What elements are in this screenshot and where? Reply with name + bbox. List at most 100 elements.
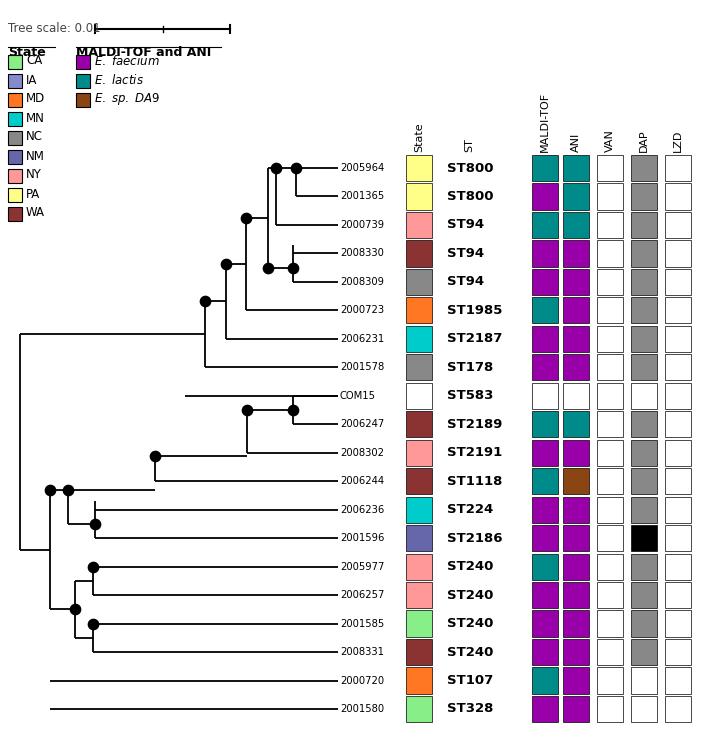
Bar <box>631 496 657 523</box>
Bar <box>631 183 657 210</box>
Bar <box>597 354 623 380</box>
Text: COM15: COM15 <box>340 391 376 401</box>
Bar <box>532 468 558 494</box>
Text: 2006257: 2006257 <box>340 590 384 600</box>
Bar <box>665 582 691 608</box>
Point <box>242 404 253 416</box>
Bar <box>532 155 558 181</box>
Bar <box>631 696 657 722</box>
Bar <box>8 188 22 202</box>
Bar <box>406 298 432 324</box>
Point <box>291 162 302 174</box>
Bar <box>597 411 623 437</box>
Bar <box>631 611 657 637</box>
Text: ST: ST <box>464 138 474 153</box>
Text: 2008309: 2008309 <box>340 277 384 287</box>
Bar <box>406 554 432 580</box>
Text: ST800: ST800 <box>447 161 493 175</box>
Text: ST583: ST583 <box>447 389 493 403</box>
Point <box>262 262 274 274</box>
Text: VAN: VAN <box>605 129 615 153</box>
Text: NM: NM <box>26 150 45 162</box>
Bar <box>406 440 432 466</box>
Bar <box>406 326 432 352</box>
Bar <box>563 212 589 238</box>
Bar <box>631 382 657 409</box>
Text: ST240: ST240 <box>447 617 493 630</box>
Bar <box>597 183 623 210</box>
Text: ANI: ANI <box>571 133 581 153</box>
Bar <box>406 667 432 693</box>
Point <box>287 404 298 416</box>
Bar <box>665 440 691 466</box>
Bar <box>8 93 22 107</box>
Bar <box>8 207 22 221</box>
Text: 2005964: 2005964 <box>340 163 384 173</box>
Bar <box>563 326 589 352</box>
Text: 2005977: 2005977 <box>340 562 384 571</box>
Text: $\it{E.\ faecium}$: $\it{E.\ faecium}$ <box>94 54 159 68</box>
Bar <box>665 667 691 693</box>
Bar <box>532 212 558 238</box>
Bar <box>631 667 657 693</box>
Bar <box>597 525 623 551</box>
Text: ST94: ST94 <box>447 275 484 289</box>
Bar <box>563 468 589 494</box>
Bar <box>406 155 432 181</box>
Bar <box>597 382 623 409</box>
Point <box>89 518 101 530</box>
Bar <box>406 639 432 665</box>
Bar <box>597 298 623 324</box>
Bar <box>532 525 558 551</box>
Bar <box>597 240 623 266</box>
Bar <box>406 269 432 295</box>
Text: ST240: ST240 <box>447 646 493 658</box>
Bar <box>597 468 623 494</box>
Bar <box>563 354 589 380</box>
Bar <box>563 269 589 295</box>
Text: WA: WA <box>26 207 45 219</box>
Bar <box>631 155 657 181</box>
Bar <box>563 525 589 551</box>
Bar <box>631 554 657 580</box>
Text: MALDI-TOF: MALDI-TOF <box>540 92 550 153</box>
Text: 2006244: 2006244 <box>340 476 384 487</box>
Bar <box>665 326 691 352</box>
Bar <box>563 155 589 181</box>
Text: ST178: ST178 <box>447 361 493 373</box>
Bar <box>665 382 691 409</box>
Bar <box>532 240 558 266</box>
Bar <box>406 354 432 380</box>
Point <box>149 450 161 462</box>
Bar <box>563 696 589 722</box>
Bar <box>532 667 558 693</box>
Text: State: State <box>414 123 424 153</box>
Bar <box>665 696 691 722</box>
Text: ST240: ST240 <box>447 589 493 602</box>
Text: DAP: DAP <box>639 129 649 153</box>
Bar <box>406 696 432 722</box>
Bar <box>597 667 623 693</box>
Bar <box>665 554 691 580</box>
Bar <box>665 411 691 437</box>
Text: ST2187: ST2187 <box>447 333 503 345</box>
Bar <box>406 411 432 437</box>
Text: ST94: ST94 <box>447 247 484 260</box>
Bar <box>631 354 657 380</box>
Text: ST2186: ST2186 <box>447 532 503 545</box>
Bar <box>665 468 691 494</box>
Text: MN: MN <box>26 112 45 124</box>
Point <box>220 258 231 270</box>
Text: 2006231: 2006231 <box>340 334 384 344</box>
Bar <box>563 411 589 437</box>
Bar <box>532 496 558 523</box>
Text: ST240: ST240 <box>447 560 493 573</box>
Bar <box>532 554 558 580</box>
Bar <box>631 240 657 266</box>
Bar <box>597 440 623 466</box>
Bar <box>8 150 22 164</box>
Text: 2006236: 2006236 <box>340 504 384 515</box>
Text: ST2191: ST2191 <box>447 446 503 459</box>
Bar <box>8 55 22 69</box>
Bar <box>631 525 657 551</box>
